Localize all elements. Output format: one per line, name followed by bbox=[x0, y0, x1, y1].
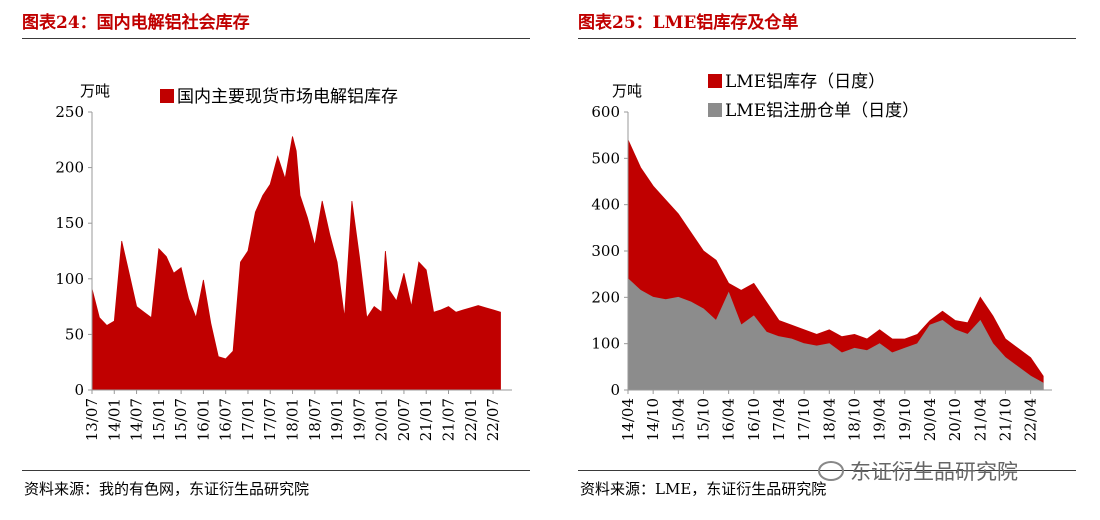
right-x-tick-label: 19/10 bbox=[896, 398, 914, 441]
left-x-tick-label: 18/01 bbox=[284, 398, 302, 441]
right-x-tick-label: 14/04 bbox=[619, 398, 637, 441]
left-x-tick-label: 22/07 bbox=[484, 398, 502, 441]
left-x-tick-label: 19/01 bbox=[328, 398, 346, 441]
left-y-tick-label: 50 bbox=[65, 325, 84, 343]
left-x-tick-label: 21/01 bbox=[417, 398, 435, 441]
right-x-tick-label: 15/04 bbox=[669, 398, 687, 441]
left-legend-swatch-1 bbox=[160, 89, 174, 103]
right-x-tick-label: 19/04 bbox=[871, 398, 889, 441]
wechat-icon bbox=[818, 461, 844, 481]
right-x-tick-label: 17/10 bbox=[795, 398, 813, 441]
left-chart-title: 图表24：国内电解铝社会库存 bbox=[22, 13, 250, 33]
left-x-tick-label: 14/01 bbox=[105, 398, 123, 441]
right-y-tick-label: 100 bbox=[591, 335, 620, 353]
left-x-tick-label: 16/07 bbox=[217, 398, 235, 441]
right-x-tick-label: 18/10 bbox=[845, 398, 863, 441]
right-x-tick-label: 18/04 bbox=[820, 398, 838, 441]
left-x-tick-label: 17/01 bbox=[239, 398, 257, 441]
left-legend-label-1: 国内主要现货市场电解铝库存 bbox=[177, 87, 398, 107]
left-x-tick-label: 15/07 bbox=[172, 398, 190, 441]
right-x-tick-label: 20/10 bbox=[946, 398, 964, 441]
right-legend-label-2: LME铝注册仓单（日度） bbox=[725, 101, 919, 121]
right-x-tick-label: 16/04 bbox=[720, 398, 738, 441]
right-chart-svg: 万吨 0 100 200 300 400 500 600 14/04 14/10 15/04 15/1… bbox=[591, 72, 1052, 441]
right-source-note: 资料来源：LME，东证衍生品研究院 bbox=[580, 480, 827, 498]
right-x-tick-label: 14/10 bbox=[644, 398, 662, 441]
watermark: 东证衍生品研究院 bbox=[818, 456, 1018, 486]
left-y-tick-label: 250 bbox=[55, 103, 84, 121]
right-y-tick-label: 600 bbox=[591, 103, 620, 121]
left-x-tick-label: 22/01 bbox=[462, 398, 480, 441]
right-y-tick-label: 200 bbox=[591, 288, 620, 306]
left-source-note: 资料来源：我的有色网，东证衍生品研究院 bbox=[24, 480, 310, 498]
left-x-tick-label: 17/07 bbox=[261, 398, 279, 441]
right-y-tick-label: 0 bbox=[610, 381, 620, 399]
left-title-rule bbox=[22, 38, 530, 39]
right-panel: 图表25：LME铝库存及仓单 万吨 0 100 200 300 400 500 600 14/0… bbox=[556, 0, 1086, 520]
left-x-tick-label: 18/07 bbox=[306, 398, 324, 441]
right-y-tick-label: 400 bbox=[591, 196, 620, 214]
left-panel: 图表24：国内电解铝社会库存 万吨 0 50 100 150 200 250 13/07 14/… bbox=[0, 0, 540, 520]
watermark-text: 东证衍生品研究院 bbox=[850, 460, 1018, 484]
left-x-tick-label: 20/07 bbox=[395, 398, 413, 441]
left-x-tick-label: 19/07 bbox=[350, 398, 368, 441]
right-unit-label: 万吨 bbox=[612, 82, 642, 100]
right-y-tick-label: 500 bbox=[591, 149, 620, 167]
right-legend-swatch-2 bbox=[708, 103, 722, 117]
left-unit-label: 万吨 bbox=[80, 82, 110, 100]
right-title-rule bbox=[578, 38, 1076, 39]
right-x-tick-label: 16/10 bbox=[745, 398, 763, 441]
left-x-tick-label: 21/07 bbox=[439, 398, 457, 441]
right-x-tick-label: 21/04 bbox=[971, 398, 989, 441]
left-y-tick-label: 100 bbox=[55, 270, 84, 288]
left-y-tick-label: 200 bbox=[55, 159, 84, 177]
left-x-tick-label: 20/01 bbox=[373, 398, 391, 441]
left-x-tick-label: 13/07 bbox=[83, 398, 101, 441]
left-x-tick-label: 14/07 bbox=[128, 398, 146, 441]
right-legend-label-1: LME铝库存（日度） bbox=[725, 72, 885, 92]
left-x-tick-label: 16/01 bbox=[194, 398, 212, 441]
right-chart-title: 图表25：LME铝库存及仓单 bbox=[578, 13, 799, 33]
right-x-tick-label: 22/04 bbox=[1022, 398, 1040, 441]
left-source-rule bbox=[22, 470, 530, 471]
left-chart-svg: 万吨 0 50 100 150 200 250 13/07 14/01 14/07 15/01 15/… bbox=[55, 82, 512, 441]
right-x-tick-label: 15/10 bbox=[694, 398, 712, 441]
left-x-tick-label: 15/01 bbox=[150, 398, 168, 441]
right-x-tick-label: 20/04 bbox=[921, 398, 939, 441]
left-y-tick-label: 150 bbox=[55, 214, 84, 232]
left-series-area-1 bbox=[91, 136, 501, 391]
right-x-tick-label: 21/10 bbox=[996, 398, 1014, 441]
right-y-tick-label: 300 bbox=[591, 242, 620, 260]
right-legend-swatch-1 bbox=[708, 74, 722, 88]
right-series-area-2 bbox=[627, 277, 1044, 391]
left-y-tick-label: 0 bbox=[74, 381, 84, 399]
right-x-tick-label: 17/04 bbox=[770, 398, 788, 441]
